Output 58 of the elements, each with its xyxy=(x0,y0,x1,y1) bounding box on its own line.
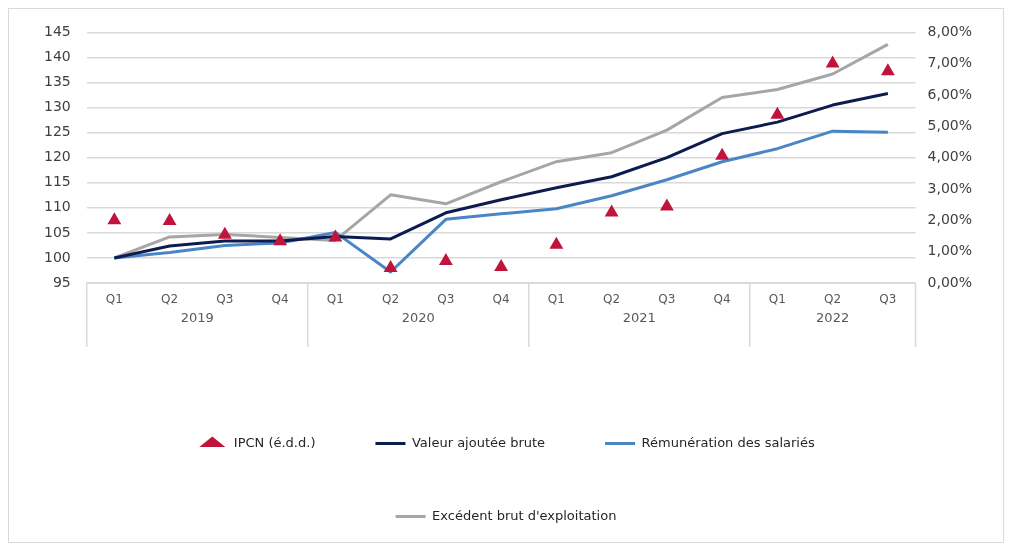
x-tick-label: Q3 xyxy=(658,292,676,307)
point xyxy=(825,55,840,68)
point xyxy=(328,229,343,242)
x-tick-label: Q3 xyxy=(879,292,897,307)
y-tick-label: 100 xyxy=(43,248,71,265)
text: 2019 xyxy=(180,310,214,326)
y-tick-label: 130 xyxy=(43,98,71,115)
y-tick-label: 110 xyxy=(43,198,71,215)
point xyxy=(438,253,453,266)
legend-label: Rémunération des salariés xyxy=(641,434,815,450)
y2-tick-label: 4,00% xyxy=(927,148,973,165)
y2-tick-label: 8,00% xyxy=(927,23,973,40)
y2-tick-label: 2,00% xyxy=(927,210,973,227)
point xyxy=(273,233,288,246)
point xyxy=(659,198,674,211)
x-tick-label: Q1 xyxy=(768,292,786,307)
legend-label: Valeur ajoutée brute xyxy=(411,434,546,450)
point xyxy=(770,106,785,119)
x-tick-label: Q1 xyxy=(105,292,123,307)
y-tick-label: 135 xyxy=(43,73,71,90)
legend-label: IPCN (é.d.d.) xyxy=(233,434,316,450)
x-tick-label: Q1 xyxy=(326,292,344,307)
x-tick-label: Q4 xyxy=(492,292,510,307)
y2-tick-label: 1,00% xyxy=(927,242,973,259)
point xyxy=(217,226,232,239)
x-tick-label: Q1 xyxy=(547,292,565,307)
text: 2021 xyxy=(622,310,656,326)
x-tick-label: Q2 xyxy=(161,292,179,307)
point xyxy=(549,236,564,249)
point xyxy=(604,204,619,217)
x-tick-label: Q3 xyxy=(216,292,234,307)
y2-tick-label: 7,00% xyxy=(927,54,973,71)
point xyxy=(107,212,122,225)
point xyxy=(880,63,895,76)
text: 2020 xyxy=(401,310,435,326)
x-tick-label: Q4 xyxy=(271,292,289,307)
y-tick-label: 120 xyxy=(43,148,71,165)
text: 2022 xyxy=(816,310,850,326)
point xyxy=(383,259,398,272)
y-tick-label: 115 xyxy=(43,173,71,190)
legend-label: Excédent brut d'exploitation xyxy=(432,507,617,523)
y-tick-label: 105 xyxy=(43,223,71,240)
y-tick-label: 95 xyxy=(52,273,71,290)
x-tick-label: Q2 xyxy=(824,292,842,307)
point xyxy=(162,212,177,225)
point xyxy=(715,147,730,160)
y-tick-label: 140 xyxy=(43,48,71,65)
y-tick-label: 145 xyxy=(43,23,71,40)
y2-tick-label: 3,00% xyxy=(927,179,973,196)
y-tick-label: 125 xyxy=(43,123,71,140)
x-tick-label: Q2 xyxy=(382,292,400,307)
x-tick-label: Q3 xyxy=(437,292,455,307)
x-tick-label: Q4 xyxy=(713,292,731,307)
x-tick-label: Q2 xyxy=(603,292,621,307)
y2-tick-label: 5,00% xyxy=(927,117,973,134)
y2-tick-label: 6,00% xyxy=(927,85,973,102)
point xyxy=(494,259,509,272)
y2-tick-label: 0,00% xyxy=(927,273,973,290)
